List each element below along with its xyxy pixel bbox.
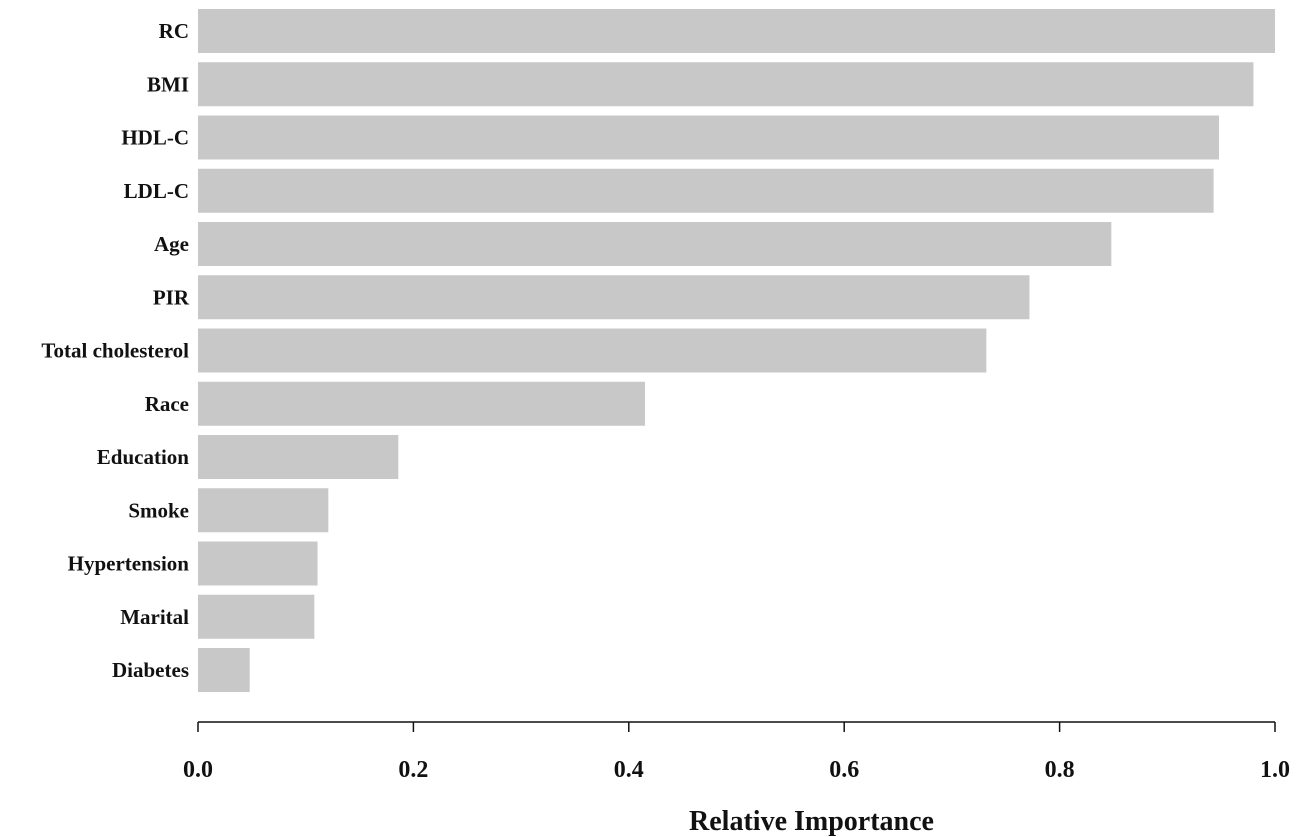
bar-hypertension (198, 541, 318, 586)
bar-total-cholesterol (198, 328, 987, 373)
bar-bmi (198, 62, 1254, 107)
x-tick-label: 0.4 (614, 757, 644, 783)
category-label-education: Education (97, 445, 190, 469)
x-tick-label: 0.6 (829, 757, 859, 783)
x-axis: 0.0 0.2 0.4 0.6 0.8 1.0 (183, 721, 1290, 783)
category-label-diabetes: Diabetes (112, 658, 189, 682)
x-tick-label: 1.0 (1260, 757, 1290, 783)
category-label-rc: RC (159, 19, 189, 43)
bar-race (198, 381, 645, 426)
bar-age (198, 222, 1112, 266)
x-tick-label: 0.8 (1045, 757, 1075, 783)
bar-smoke (198, 488, 329, 533)
category-label-age: Age (154, 232, 189, 256)
category-label-hypertension: Hypertension (68, 552, 190, 576)
category-label-hdl-c: HDL-C (121, 126, 189, 150)
category-label-total-cholesterol: Total cholesterol (41, 339, 189, 363)
category-label-pir: PIR (153, 285, 190, 309)
category-label-bmi: BMI (147, 72, 189, 96)
x-tick-label: 0.0 (183, 757, 213, 783)
category-label-ldl-c: LDL-C (124, 179, 189, 203)
bar-hdl-c (198, 115, 1219, 160)
bar-education (198, 435, 399, 479)
category-label-smoke: Smoke (128, 498, 189, 522)
x-tick-label: 0.2 (398, 757, 428, 783)
bars-layer (198, 9, 1275, 692)
bar-marital (198, 594, 315, 639)
bar-ldl-c (198, 168, 1214, 213)
category-label-race: Race (145, 392, 189, 416)
bar-pir (198, 275, 1030, 320)
x-axis-title: Relative Importance (689, 806, 934, 837)
category-label-marital: Marital (120, 605, 189, 629)
bar-rc (198, 9, 1275, 53)
bar-diabetes (198, 648, 250, 692)
category-labels: RC BMI HDL-C LDL-C Age PIR Total cholesterol Ra… (41, 19, 189, 682)
